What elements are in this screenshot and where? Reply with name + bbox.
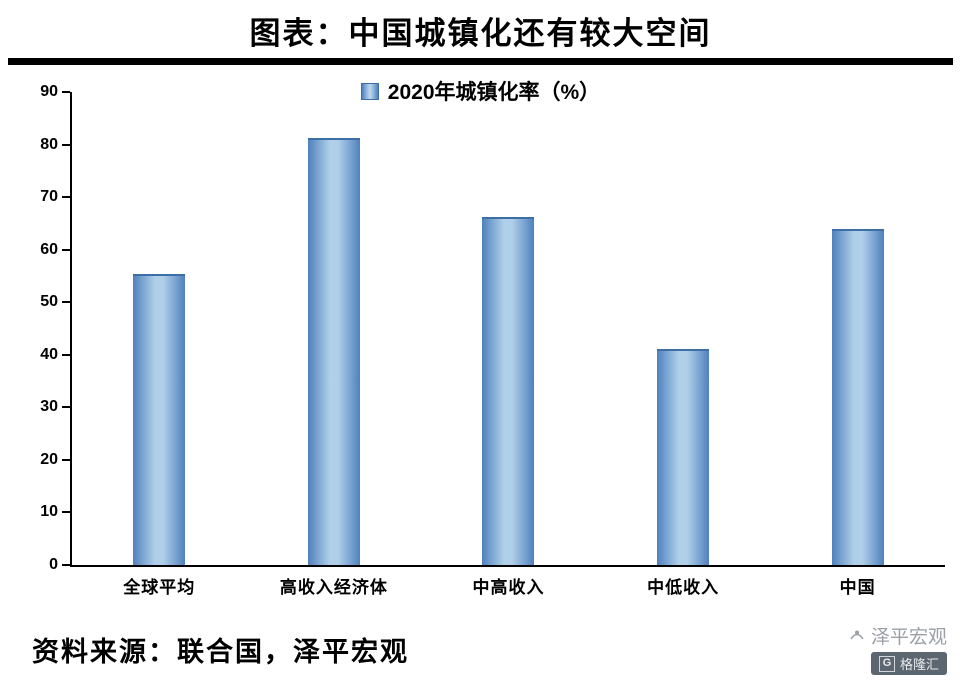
- y-tick-mark: [62, 564, 70, 566]
- bar-slot: [247, 92, 422, 565]
- y-tick-mark: [62, 143, 70, 146]
- bars-container: [72, 92, 945, 565]
- y-tick-label: 30: [40, 398, 58, 416]
- x-axis-label: 高收入经济体: [279, 578, 388, 597]
- y-tick-mark: [62, 248, 70, 251]
- y-tick-label: 70: [40, 188, 58, 206]
- gelonghui-badge-text: 格隆汇: [899, 657, 939, 672]
- y-tick-mark: [62, 511, 70, 514]
- x-axis-labels: 全球平均 高收入经济体 中高收入 中低收入 中国: [72, 573, 945, 598]
- y-tick-label: 90: [40, 83, 58, 100]
- legend-label: 2020年城镇化率（%）: [387, 81, 601, 104]
- gelonghui-g-icon: G: [878, 655, 895, 672]
- y-tick-mark: [62, 458, 70, 461]
- watermark-brand-row: 泽平宏观: [848, 622, 947, 649]
- y-tick-mark: [62, 301, 70, 304]
- bar-slot: [770, 92, 945, 565]
- y-tick-label: 0: [49, 556, 58, 573]
- page-title: 图表：中国城镇化还有较大空间: [249, 16, 712, 51]
- gelonghui-badge: G 格隆汇: [870, 652, 947, 675]
- bar-slot: [596, 92, 771, 565]
- chart-legend: 2020年城镇化率（%）: [0, 76, 961, 106]
- y-tick-mark: [62, 196, 70, 199]
- x-axis-label: 中高收入: [472, 578, 545, 597]
- watermark-brand-text: 泽平宏观: [870, 627, 947, 648]
- bar: [482, 217, 535, 565]
- bar-slot: [72, 92, 247, 565]
- legend-marker-icon: [360, 82, 379, 100]
- y-tick-label: 40: [40, 345, 58, 363]
- y-tick-label: 10: [40, 503, 58, 521]
- plot-area: 全球平均 高收入经济体 中高收入 中低收入 中国 0 10 20 30 40 50 60 70 80 90: [40, 84, 945, 597]
- title-divider: [8, 58, 953, 65]
- y-tick-label: 60: [40, 240, 58, 258]
- bar-slot: [421, 92, 596, 565]
- y-tick-mark: [62, 406, 70, 409]
- bar: [307, 137, 360, 565]
- bar: [657, 349, 710, 565]
- y-tick-mark: [62, 91, 70, 93]
- y-tick-label: 80: [40, 135, 58, 153]
- y-tick-label: 50: [40, 293, 58, 311]
- x-axis-label: 中国: [839, 578, 876, 597]
- bar: [133, 274, 186, 565]
- source-note: 资料来源：联合国，泽平宏观: [32, 637, 409, 667]
- y-tick-mark: [62, 353, 70, 356]
- x-axis-label: 全球平均: [123, 578, 196, 597]
- zeping-logo-icon: [850, 630, 864, 639]
- y-tick-label: 20: [40, 450, 58, 468]
- x-axis-label: 中低收入: [647, 578, 720, 597]
- watermark: 泽平宏观 G 格隆汇: [848, 622, 947, 675]
- bar: [831, 229, 884, 565]
